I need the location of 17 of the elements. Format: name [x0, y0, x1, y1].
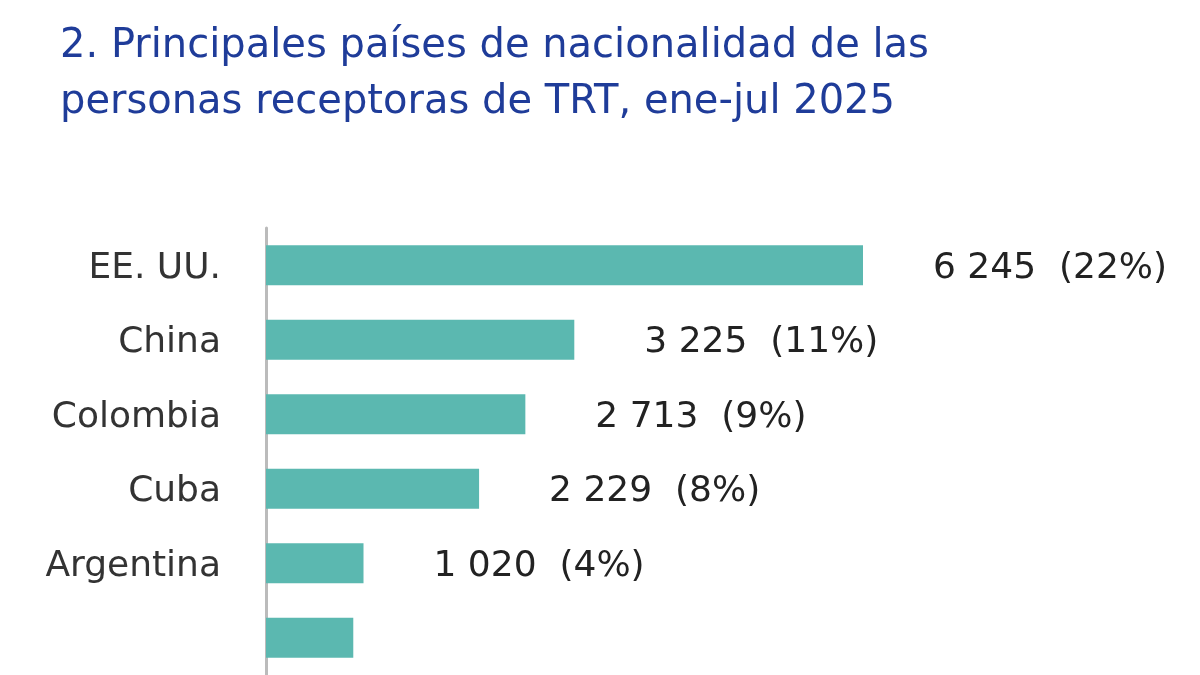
- data-label: 2 229 (8%): [549, 468, 761, 510]
- bar: [266, 319, 575, 360]
- chart-title: 2. Principales países de nacionalidad de las personas receptoras de TRT, ene-jul 2025: [60, 20, 929, 122]
- bar: [266, 245, 863, 286]
- y-tick-label: Colombia: [51, 393, 221, 435]
- data-label: 6 245 (22%): [933, 244, 1168, 286]
- data-label: 2 713 (9%): [595, 393, 807, 435]
- y-tick-label: Argentina: [45, 542, 221, 584]
- bar: [266, 617, 354, 658]
- data-label: 1 020 (4%): [433, 542, 645, 584]
- data-label: 3 225 (11%): [644, 319, 879, 361]
- bar: [266, 468, 480, 509]
- y-tick-label: EE. UU.: [88, 244, 221, 286]
- y-tick-label: Cuba: [128, 468, 221, 510]
- bar: [266, 394, 526, 435]
- y-tick-label: China: [118, 319, 221, 361]
- bar: [266, 543, 364, 584]
